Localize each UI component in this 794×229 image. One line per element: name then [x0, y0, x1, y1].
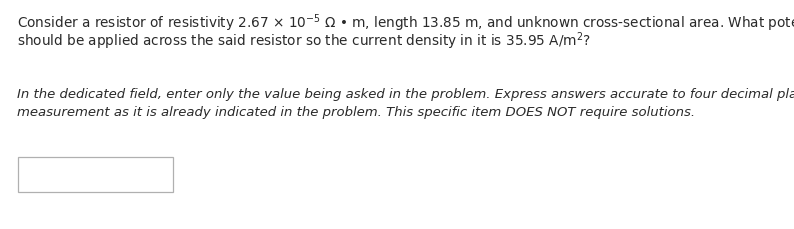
Bar: [18, 157, 173, 192]
Text: should be applied across the said resistor so the current density in it is 35.95: should be applied across the said resist…: [17, 30, 592, 51]
Text: Consider a resistor of resistivity 2.67 × 10$^{-5}$ Ω • m, length 13.85 m, and u: Consider a resistor of resistivity 2.67 …: [17, 12, 794, 33]
Text: In the dedicated field, enter only the value being asked in the problem. Express: In the dedicated field, enter only the v…: [17, 88, 794, 101]
Text: measurement as it is already indicated in the problem. This specific item DOES N: measurement as it is already indicated i…: [17, 106, 696, 118]
